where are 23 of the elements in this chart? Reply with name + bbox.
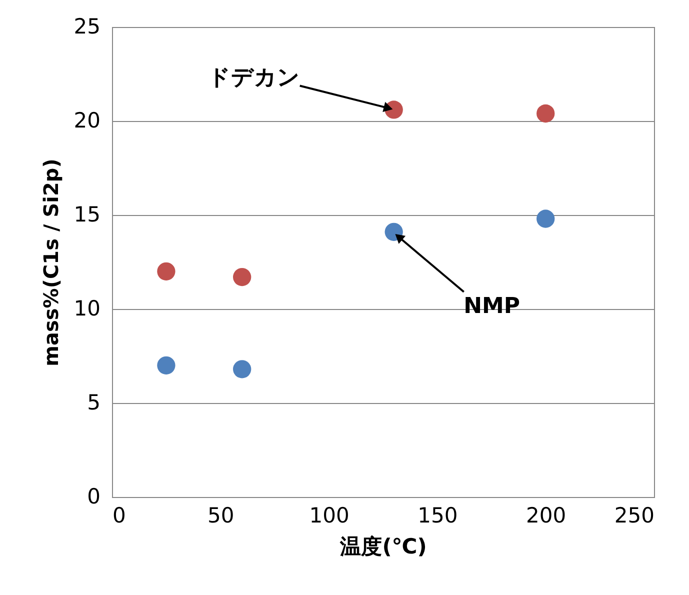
annotation: ドデカン xyxy=(208,66,300,91)
point xyxy=(157,262,176,280)
y-axis-title: mass%(C1s / Si2p) xyxy=(38,158,63,366)
annotation: NMP xyxy=(464,294,520,319)
point xyxy=(157,356,176,374)
y-tick-label: 15 xyxy=(74,202,100,226)
y-tick-label: 0 xyxy=(87,484,100,508)
point xyxy=(232,268,252,286)
x-tick-label: 150 xyxy=(418,504,458,528)
x-tick-label: 250 xyxy=(614,504,654,528)
x-tick-label: 50 xyxy=(208,504,234,528)
x-tick-label: 200 xyxy=(526,504,566,528)
x-tick-label: 0 xyxy=(112,504,126,528)
point xyxy=(536,210,555,228)
y-tick-label: 20 xyxy=(74,108,100,132)
x-axis-title: 温度(℃) xyxy=(339,534,427,558)
y-tick-label: 5 xyxy=(87,390,100,414)
y-tick-label: 10 xyxy=(74,296,100,320)
point xyxy=(536,104,555,123)
point xyxy=(232,360,252,378)
y-tick-label: 25 xyxy=(74,14,100,38)
point xyxy=(384,222,403,241)
x-tick-label: 100 xyxy=(309,504,350,528)
